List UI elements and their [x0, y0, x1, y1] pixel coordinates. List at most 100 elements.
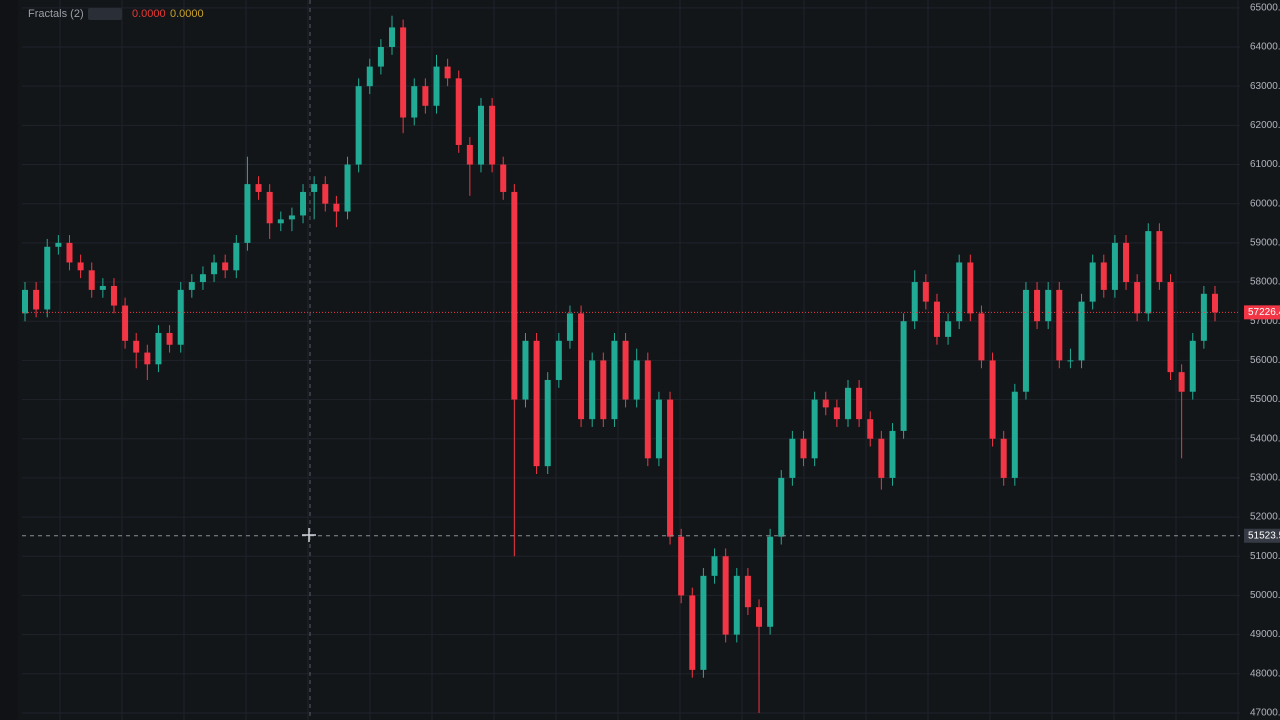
candle-body [55, 242, 62, 247]
candle-body [33, 289, 40, 310]
y-tick-label: 61000.0 [1250, 159, 1280, 170]
candle-body [566, 313, 573, 341]
candle-body [878, 438, 885, 478]
candle-body [144, 352, 151, 365]
candle-body [1078, 301, 1085, 361]
y-tick-label: 56000.0 [1250, 355, 1280, 366]
candle-body [211, 262, 218, 275]
candle-body [533, 340, 540, 467]
candle-body [1111, 242, 1118, 290]
candle-body [455, 78, 462, 145]
candle-body [166, 332, 173, 345]
candle-body [989, 360, 996, 439]
candle-body [311, 184, 318, 192]
candle-body [544, 379, 551, 467]
candle-body [222, 262, 229, 271]
grid: 47000.0 48000.0 49000.0 50000.0 51000.0 52000… [22, 0, 1280, 720]
candle-body [678, 536, 685, 596]
candle-body [1067, 360, 1074, 362]
toolbar [0, 0, 18, 720]
candle-body [1156, 231, 1163, 283]
candle-body [155, 332, 162, 365]
y-tick-label: 57000.0 [1250, 316, 1280, 327]
candle-body [1089, 262, 1096, 302]
candle-body [133, 340, 140, 353]
y-tick-label: 65000.0 [1250, 2, 1280, 13]
candle-body [945, 321, 952, 337]
y-tick-label: 63000.0 [1250, 81, 1280, 92]
candle-body [377, 47, 384, 67]
candle-body [1200, 293, 1207, 341]
candle-body [622, 340, 629, 400]
candle-body [244, 184, 251, 243]
candle-body [500, 164, 507, 192]
crosshair-label: 51523.5 [1248, 530, 1280, 541]
candle-body [255, 184, 262, 192]
y-tick-label: 59000.0 [1250, 238, 1280, 249]
candle-body [633, 360, 640, 400]
candle-body [77, 262, 84, 271]
candle-body [900, 321, 907, 431]
candle-body [188, 282, 195, 290]
candle-body [844, 387, 851, 420]
candle-body [555, 340, 562, 380]
indicator-buttons[interactable] [88, 8, 122, 20]
candle-body [589, 360, 596, 420]
candle-body [767, 536, 774, 627]
candle-body [422, 86, 429, 106]
candle-body [700, 575, 707, 670]
y-tick-label: 51000.0 [1250, 551, 1280, 562]
candle-body [88, 270, 95, 290]
candle-body [1178, 372, 1185, 392]
candle-body [466, 144, 473, 165]
candle-body [867, 419, 874, 439]
price-axis [1240, 0, 1280, 720]
y-tick-label: 49000.0 [1250, 629, 1280, 640]
candle-body [1022, 289, 1029, 392]
candle-body [611, 340, 618, 420]
y-tick-label: 52000.0 [1250, 512, 1280, 523]
candle-body [300, 191, 307, 216]
candle-body [1123, 242, 1130, 283]
candles [22, 15, 1218, 713]
candle-body [922, 282, 929, 302]
candle-body [288, 215, 295, 220]
y-tick-label: 53000.0 [1250, 473, 1280, 484]
crosshair-label-bg [1244, 528, 1280, 543]
candle-body [1034, 289, 1041, 322]
candle-body [266, 191, 273, 224]
candle-body [1145, 231, 1152, 314]
candle-body [644, 360, 651, 459]
candle-body [744, 575, 751, 608]
candle-body [600, 360, 607, 420]
candle-body [1045, 289, 1052, 322]
indicator-label: Fractals (2) [28, 8, 84, 20]
candle-body [1011, 391, 1018, 478]
candle-body [366, 66, 373, 87]
y-tick-label: 62000.0 [1250, 120, 1280, 131]
candle-body [322, 184, 329, 204]
candle-body [822, 399, 829, 408]
candle-body [1056, 289, 1063, 361]
indicator-value: 0.0000 [170, 8, 204, 20]
y-tick-label: 50000.0 [1250, 590, 1280, 601]
candle-body [122, 305, 129, 341]
candle-body [733, 575, 740, 635]
candle-body [956, 262, 963, 322]
candle-body [400, 27, 407, 118]
candle-body [1000, 438, 1007, 478]
price-label: 57226.4 [1248, 307, 1280, 318]
candle-body [389, 27, 396, 48]
candle-body [789, 438, 796, 478]
candle-body [856, 387, 863, 420]
y-tick-label: 54000.0 [1250, 433, 1280, 444]
price-label-bg [1244, 305, 1280, 320]
candle-body [522, 340, 529, 400]
indicator-value: 0.0000 [132, 8, 166, 20]
y-tick-label: 55000.0 [1250, 394, 1280, 405]
candle-body [655, 399, 662, 459]
candle-body [22, 289, 28, 314]
candle-body [44, 246, 51, 310]
candle-body [711, 556, 718, 576]
candle-body [233, 242, 240, 271]
